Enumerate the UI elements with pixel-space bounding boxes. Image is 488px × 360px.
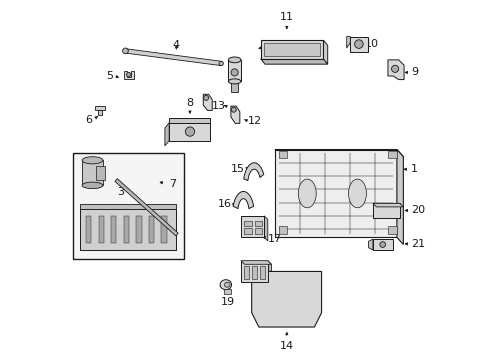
Bar <box>169 123 210 140</box>
Text: 10: 10 <box>364 39 378 49</box>
Circle shape <box>219 61 223 66</box>
Text: 13: 13 <box>211 102 225 112</box>
Text: 6: 6 <box>85 116 93 125</box>
Circle shape <box>122 48 128 54</box>
Text: 5: 5 <box>106 71 113 81</box>
Polygon shape <box>164 123 169 146</box>
Polygon shape <box>230 106 239 123</box>
Circle shape <box>230 69 238 76</box>
Bar <box>264 43 319 56</box>
Circle shape <box>126 72 131 77</box>
Bar <box>148 216 154 243</box>
Bar <box>224 289 230 294</box>
Polygon shape <box>125 49 221 66</box>
Text: 12: 12 <box>247 116 262 126</box>
Ellipse shape <box>82 182 102 189</box>
Bar <box>99 216 104 243</box>
Ellipse shape <box>228 57 241 63</box>
Circle shape <box>203 95 208 100</box>
Bar <box>255 228 262 234</box>
Bar <box>278 150 286 158</box>
Bar <box>228 60 241 81</box>
Text: 1: 1 <box>410 164 417 174</box>
Bar <box>259 266 264 279</box>
Bar <box>82 160 102 185</box>
Polygon shape <box>241 261 271 264</box>
Bar <box>73 153 184 259</box>
Polygon shape <box>243 163 263 181</box>
Polygon shape <box>396 149 403 244</box>
Polygon shape <box>267 261 271 286</box>
Text: 19: 19 <box>221 297 235 307</box>
Text: 20: 20 <box>410 206 425 216</box>
Ellipse shape <box>224 282 230 287</box>
Bar <box>260 40 323 59</box>
Circle shape <box>185 127 194 136</box>
Text: 18: 18 <box>269 272 283 282</box>
Ellipse shape <box>298 179 316 208</box>
Text: 2: 2 <box>265 42 273 52</box>
Text: 21: 21 <box>410 239 425 249</box>
Bar <box>241 261 267 282</box>
Bar <box>161 216 166 243</box>
Bar <box>387 150 396 158</box>
Bar <box>98 110 102 116</box>
Bar <box>244 266 249 279</box>
Polygon shape <box>368 239 372 250</box>
Polygon shape <box>274 149 403 157</box>
Bar <box>251 266 257 279</box>
Bar <box>80 204 176 209</box>
Bar <box>278 226 286 234</box>
Bar <box>372 203 399 218</box>
Ellipse shape <box>220 280 231 290</box>
Ellipse shape <box>228 79 241 84</box>
Bar <box>274 149 396 237</box>
Bar <box>86 216 91 243</box>
Bar <box>169 118 210 123</box>
Text: 15: 15 <box>230 164 244 174</box>
Ellipse shape <box>348 179 366 208</box>
Circle shape <box>391 65 398 72</box>
Polygon shape <box>115 179 178 236</box>
Polygon shape <box>260 59 327 64</box>
Bar <box>231 81 237 92</box>
Polygon shape <box>387 60 403 80</box>
Ellipse shape <box>82 157 102 164</box>
Bar <box>244 228 251 234</box>
Circle shape <box>231 107 236 112</box>
Bar <box>94 107 105 110</box>
Polygon shape <box>372 203 403 207</box>
Circle shape <box>379 242 385 247</box>
Bar <box>111 216 116 243</box>
Polygon shape <box>346 37 349 48</box>
Text: 11: 11 <box>279 12 293 22</box>
Bar <box>241 216 264 237</box>
Text: 14: 14 <box>279 341 293 351</box>
Bar <box>349 37 367 51</box>
Bar <box>372 239 392 250</box>
Polygon shape <box>264 216 267 241</box>
Polygon shape <box>123 71 133 79</box>
Polygon shape <box>233 192 253 208</box>
Polygon shape <box>323 40 327 64</box>
Bar <box>80 209 176 250</box>
Bar <box>387 226 396 234</box>
Polygon shape <box>203 94 212 111</box>
Text: 16: 16 <box>218 199 231 210</box>
Text: 17: 17 <box>267 234 282 244</box>
Text: 9: 9 <box>410 67 418 77</box>
Text: 4: 4 <box>172 40 180 50</box>
Text: 8: 8 <box>186 98 193 108</box>
Bar <box>255 221 262 226</box>
Text: 7: 7 <box>169 179 176 189</box>
Text: 3: 3 <box>117 187 124 197</box>
Circle shape <box>354 40 363 48</box>
Bar <box>136 216 142 243</box>
Polygon shape <box>251 271 321 327</box>
Bar <box>244 221 251 226</box>
Bar <box>96 166 105 180</box>
Bar <box>123 216 129 243</box>
